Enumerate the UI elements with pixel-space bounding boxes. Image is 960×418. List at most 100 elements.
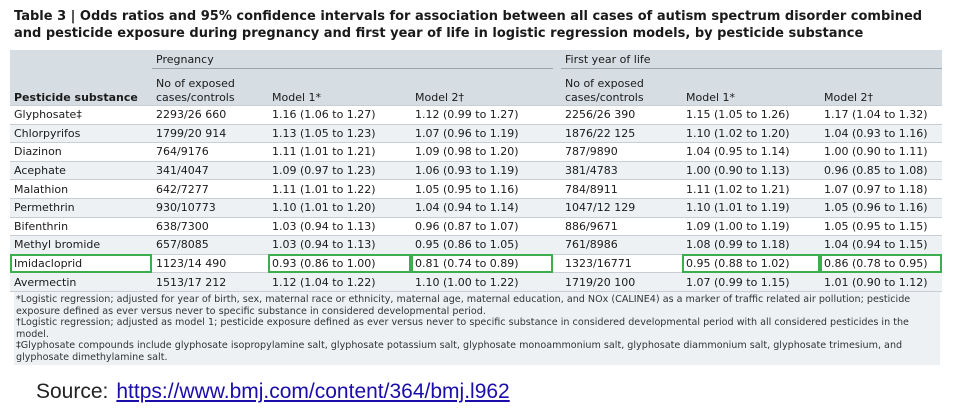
cell-model1-first-year: 1.11 (1.02 to 1.21) (682, 179, 820, 199)
cell-gap (553, 216, 561, 236)
cell-exposed-first-year: 761/8986 (561, 235, 682, 255)
cell-model2-pregnancy: 1.07 (0.96 to 1.19) (411, 123, 553, 143)
header-gap (553, 68, 561, 106)
cell-gap (553, 160, 561, 180)
cell-exposed-first-year: 1047/12 129 (561, 197, 682, 218)
cell-substance: Malathion (10, 179, 152, 199)
cell-substance: Avermectin (10, 272, 152, 292)
cell-model1-pregnancy: 1.11 (1.01 to 1.21) (268, 142, 411, 162)
cell-model1-first-year: 1.10 (1.01 to 1.19) (682, 197, 820, 218)
cell-model2-first-year: 1.17 (1.04 to 1.32) (820, 105, 943, 125)
cell-model1-first-year: 1.04 (0.95 to 1.14) (682, 142, 820, 162)
cell-model2-first-year: 1.01 (0.90 to 1.12) (820, 272, 943, 292)
cell-exposed-pregnancy: 930/10773 (152, 197, 268, 218)
cell-model2-pregnancy: 0.96 (0.87 to 1.07) (411, 216, 553, 236)
cell-exposed-pregnancy: 1799/20 914 (152, 123, 268, 143)
cell-model1-pregnancy: 1.03 (0.94 to 1.13) (268, 216, 411, 236)
cell-exposed-pregnancy: 657/8085 (152, 235, 268, 255)
cell-model1-pregnancy: 0.93 (0.86 to 1.00) (268, 253, 411, 273)
cell-gap (553, 179, 561, 199)
header-model1-first-year: Model 1* (682, 68, 820, 106)
odds-ratio-table: Pregnancy First year of life Pesticide s… (10, 50, 943, 310)
cell-exposed-first-year: 886/9671 (561, 216, 682, 236)
source-link[interactable]: https://www.bmj.com/content/364/bmj.l962 (116, 380, 510, 403)
cell-substance: Permethrin (10, 197, 152, 218)
cell-exposed-pregnancy: 764/9176 (152, 142, 268, 162)
cell-exposed-first-year: 1876/22 125 (561, 123, 682, 143)
table-row: Imidacloprid 1123/14 490 0.93 (0.86 to 1.0… (10, 253, 943, 273)
footnote-glyphosate: ‡Glyphosate compounds include glyphosate… (16, 340, 903, 363)
cell-model2-pregnancy: 0.81 (0.74 to 0.89) (411, 253, 553, 273)
cell-substance: Bifenthrin (10, 216, 152, 236)
cell-substance: Acephate (10, 160, 152, 180)
cell-gap (553, 123, 561, 143)
cell-model2-pregnancy: 1.10 (1.00 to 1.22) (411, 272, 553, 292)
cell-model2-first-year: 1.04 (0.94 to 1.15) (820, 235, 943, 255)
table-row: Glyphosate‡ 2293/26 660 1.16 (1.06 to 1.27… (10, 105, 943, 125)
table-row: Methyl bromide 657/8085 1.03 (0.94 to 1.13… (10, 235, 943, 255)
footnote-model1: *Logistic regression; adjusted for year … (16, 294, 911, 317)
source-label: Source: (36, 380, 109, 403)
cell-model1-first-year: 1.10 (1.02 to 1.20) (682, 123, 820, 143)
header-exposed-pregnancy: No of exposed cases/controls (152, 68, 268, 106)
table-row: Permethrin 930/10773 1.10 (1.01 to 1.20) 1.… (10, 197, 943, 218)
cell-model2-first-year: 1.05 (0.96 to 1.16) (820, 197, 943, 218)
cell-model2-first-year: 0.86 (0.78 to 0.95) (820, 253, 943, 273)
cell-gap (553, 272, 561, 292)
table-row: Bifenthrin 638/7300 1.03 (0.94 to 1.13) 0.9… (10, 216, 943, 236)
group-spacer (10, 50, 152, 69)
cell-model2-first-year: 1.07 (0.97 to 1.18) (820, 179, 943, 199)
cell-model1-pregnancy: 1.09 (0.97 to 1.23) (268, 160, 411, 180)
cell-exposed-first-year: 787/9890 (561, 142, 682, 162)
cell-exposed-pregnancy: 341/4047 (152, 160, 268, 180)
cell-model1-pregnancy: 1.16 (1.06 to 1.27) (268, 105, 411, 125)
table-row: Malathion 642/7277 1.11 (1.01 to 1.22) 1.05… (10, 179, 943, 199)
table-title: Table 3 | Odds ratios and 95% confidence… (14, 9, 923, 41)
cell-exposed-pregnancy: 2293/26 660 (152, 105, 268, 125)
cell-model1-pregnancy: 1.12 (1.04 to 1.22) (268, 272, 411, 292)
cell-exposed-pregnancy: 642/7277 (152, 179, 268, 199)
header-substance: Pesticide substance (10, 68, 152, 106)
header-exposed-first-year: No of exposed cases/controls (561, 68, 682, 106)
cell-model1-pregnancy: 1.03 (0.94 to 1.13) (268, 235, 411, 255)
cell-model2-pregnancy: 0.95 (0.86 to 1.05) (411, 235, 553, 255)
group-gap (553, 50, 561, 69)
table-row: Chlorpyrifos 1799/20 914 1.13 (1.05 to 1.2… (10, 123, 943, 143)
cell-model1-first-year: 1.09 (1.00 to 1.19) (682, 216, 820, 236)
cell-exposed-pregnancy: 1513/17 212 (152, 272, 268, 292)
cell-model2-first-year: 1.00 (0.90 to 1.11) (820, 142, 943, 162)
cell-model2-pregnancy: 1.04 (0.94 to 1.14) (411, 197, 553, 218)
cell-model1-pregnancy: 1.11 (1.01 to 1.22) (268, 179, 411, 199)
table-row: Avermectin 1513/17 212 1.12 (1.04 to 1.22)… (10, 272, 943, 292)
footnotes: *Logistic regression; adjusted for year … (14, 292, 940, 365)
cell-exposed-pregnancy: 1123/14 490 (152, 253, 268, 273)
footnote-model2: †Logistic regression; adjusted as model … (16, 317, 909, 340)
cell-gap (553, 235, 561, 255)
group-first-year: First year of life (561, 50, 943, 69)
cell-gap (553, 142, 561, 162)
cell-exposed-first-year: 1719/20 100 (561, 272, 682, 292)
cell-substance: Glyphosate‡ (10, 105, 152, 125)
cell-exposed-first-year: 784/8911 (561, 179, 682, 199)
cell-substance: Chlorpyrifos (10, 123, 152, 143)
cell-model2-first-year: 1.04 (0.93 to 1.16) (820, 123, 943, 143)
cell-substance: Methyl bromide (10, 235, 152, 255)
cell-gap (553, 197, 561, 218)
cell-gap (553, 105, 561, 125)
group-pregnancy: Pregnancy (152, 50, 553, 69)
cell-model2-pregnancy: 1.09 (0.98 to 1.20) (411, 142, 553, 162)
cell-substance: Imidacloprid (10, 253, 152, 273)
cell-exposed-first-year: 381/4783 (561, 160, 682, 180)
cell-model2-first-year: 1.05 (0.95 to 1.15) (820, 216, 943, 236)
cell-model1-first-year: 1.15 (1.05 to 1.26) (682, 105, 820, 125)
cell-exposed-pregnancy: 638/7300 (152, 216, 268, 236)
table-figure: Table 3 | Odds ratios and 95% confidence… (10, 6, 943, 365)
cell-gap (553, 253, 561, 273)
cell-exposed-first-year: 1323/16771 (561, 253, 682, 273)
cell-model1-first-year: 0.95 (0.88 to 1.02) (682, 253, 820, 273)
cell-exposed-first-year: 2256/26 390 (561, 105, 682, 125)
cell-substance: Diazinon (10, 142, 152, 162)
cell-model2-pregnancy: 1.05 (0.95 to 1.16) (411, 179, 553, 199)
table-row: Diazinon 764/9176 1.11 (1.01 to 1.21) 1.09 … (10, 142, 943, 162)
cell-model1-pregnancy: 1.13 (1.05 to 1.23) (268, 123, 411, 143)
